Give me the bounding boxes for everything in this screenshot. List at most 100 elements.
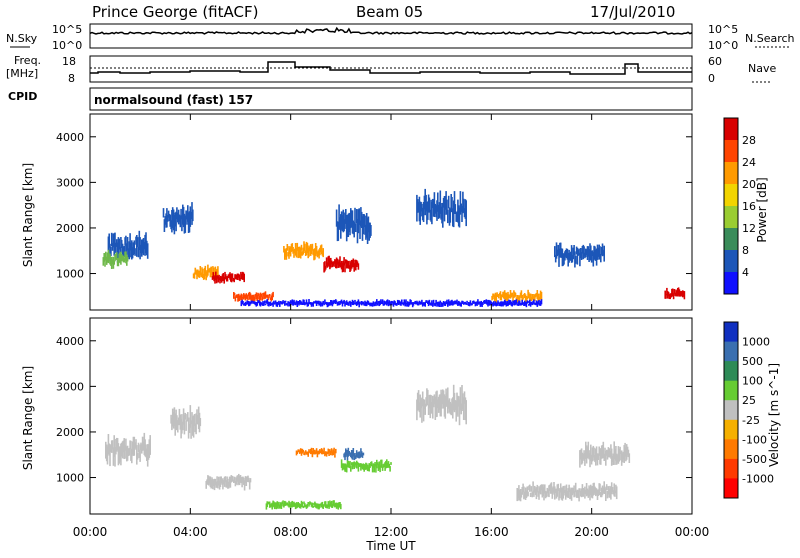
range-cell: [352, 300, 355, 306]
range-cell: [292, 247, 294, 254]
range-cell: [666, 287, 668, 296]
range-cell: [620, 450, 623, 466]
range-cell: [309, 502, 312, 505]
range-cell: [266, 294, 268, 298]
range-cell: [182, 421, 184, 431]
range-cell: [540, 299, 543, 305]
range-cell: [481, 302, 483, 307]
range-cell: [511, 302, 513, 307]
range-cell: [433, 394, 436, 405]
range-cell: [253, 296, 256, 301]
range-cell: [405, 299, 407, 305]
range-cell: [113, 435, 115, 457]
data-region: [107, 230, 149, 263]
range-cell: [286, 502, 289, 506]
range-cell: [326, 451, 329, 455]
range-cell: [277, 503, 279, 509]
range-cell: [314, 502, 317, 508]
freq-panel-frame: [89, 55, 693, 83]
velocity-ylabel: Slant Range [km]: [21, 366, 35, 470]
range-cell: [215, 481, 217, 488]
range-cell: [535, 292, 538, 296]
range-cell: [528, 292, 530, 299]
range-cell: [139, 237, 141, 260]
range-cell: [109, 243, 111, 262]
range-cell: [410, 299, 412, 305]
range-cell: [396, 302, 398, 306]
range-cell: [133, 240, 136, 254]
range-cell: [432, 199, 435, 217]
range-cell: [379, 465, 381, 473]
range-cell: [107, 249, 110, 264]
range-cell: [272, 301, 274, 307]
range-cell: [447, 299, 450, 305]
range-cell: [456, 299, 458, 305]
range-cell: [611, 456, 614, 462]
range-cell: [456, 392, 458, 415]
range-cell: [609, 485, 611, 498]
range-cell: [365, 463, 368, 470]
range-cell: [376, 299, 378, 305]
range-cell: [268, 301, 271, 305]
range-cell: [250, 300, 253, 304]
range-cell: [361, 452, 364, 458]
range-cell: [352, 220, 355, 235]
range-cell: [667, 291, 670, 297]
range-cell: [564, 485, 566, 494]
range-cell: [574, 482, 577, 493]
range-cell: [183, 415, 186, 435]
y-tick-label: 4000: [56, 335, 84, 348]
range-cell: [257, 292, 259, 296]
range-cell: [356, 261, 359, 266]
range-cell: [108, 233, 110, 248]
range-cell: [272, 291, 274, 298]
range-cell: [437, 204, 440, 219]
range-cell: [115, 252, 118, 260]
range-cell: [136, 452, 139, 460]
range-cell: [416, 392, 419, 411]
range-cell: [163, 219, 166, 232]
beam-title: Beam 05: [356, 3, 423, 21]
range-cell: [523, 486, 525, 500]
range-cell: [274, 300, 277, 304]
range-cell: [328, 449, 330, 456]
range-cell: [347, 447, 350, 457]
range-cell: [110, 257, 112, 266]
freq-left-tick-top: 18: [62, 55, 76, 68]
range-cell: [107, 236, 110, 252]
range-cell: [321, 302, 324, 307]
range-cell: [268, 294, 271, 297]
range-cell: [503, 290, 506, 299]
range-cell: [188, 424, 191, 433]
range-cell: [452, 397, 454, 419]
range-cell: [543, 487, 545, 501]
range-cell: [446, 199, 448, 215]
range-cell: [328, 255, 330, 267]
data-region: [265, 500, 342, 510]
velocity-cbar-label: Velocity [m s^-1]: [767, 363, 781, 467]
range-cell: [666, 291, 669, 299]
range-cell: [416, 301, 419, 306]
range-cell: [619, 446, 621, 454]
range-cell: [561, 248, 564, 267]
range-cell: [391, 300, 393, 306]
range-cell: [330, 500, 333, 508]
data-region: [416, 188, 467, 228]
range-cell: [262, 292, 264, 297]
range-cell: [465, 302, 467, 305]
range-cell: [523, 293, 526, 298]
range-cell: [539, 290, 542, 300]
range-cell: [578, 248, 580, 255]
range-cell: [242, 301, 244, 304]
range-cell: [245, 293, 248, 299]
range-cell: [427, 404, 430, 415]
range-cell: [197, 415, 199, 425]
range-cell: [581, 452, 584, 464]
range-cell: [530, 301, 533, 305]
range-cell: [120, 239, 123, 248]
range-cell: [266, 299, 268, 305]
range-cell: [432, 299, 435, 304]
range-cell: [318, 503, 320, 510]
range-cell: [384, 301, 386, 305]
range-cell: [600, 254, 602, 263]
